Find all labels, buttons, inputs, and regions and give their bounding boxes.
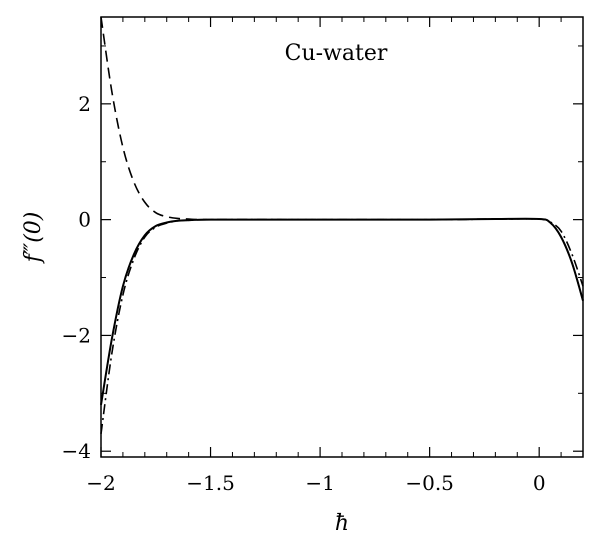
series-line-dash-dot bbox=[100, 218, 584, 434]
y-tick-label: 0 bbox=[78, 208, 91, 232]
axis-ticks bbox=[100, 17, 584, 457]
x-axis-title: ħ bbox=[335, 511, 349, 536]
x-tick-label: −1.5 bbox=[186, 471, 235, 495]
x-tick-label: 0 bbox=[533, 471, 546, 495]
plot-frame bbox=[100, 16, 584, 458]
x-tick-label: −0.5 bbox=[405, 471, 454, 495]
x-tick-label: −1 bbox=[305, 471, 334, 495]
series-line-solid bbox=[100, 217, 584, 406]
y-axis-title: f‴(0) bbox=[21, 212, 46, 265]
series-layer bbox=[100, 16, 584, 434]
y-tick-label: 2 bbox=[78, 92, 91, 116]
chart-title: Cu-water bbox=[285, 41, 388, 66]
y-tick-label: −2 bbox=[62, 323, 91, 347]
tick-labels: −2 −1.5 −1 −0.5 0 2 0 −2 −4 bbox=[62, 92, 546, 495]
x-tick-label: −2 bbox=[86, 471, 115, 495]
y-tick-label: −4 bbox=[62, 439, 91, 463]
